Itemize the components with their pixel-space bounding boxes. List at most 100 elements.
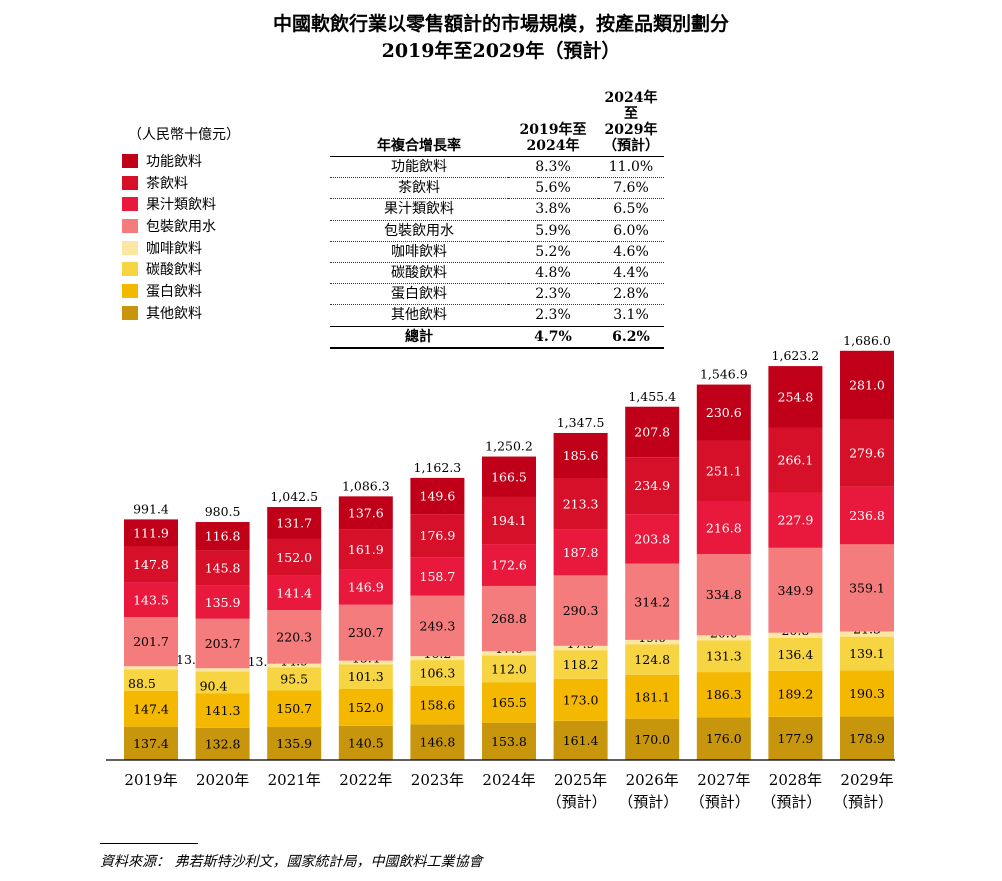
segment-value-label: 176.0 xyxy=(706,731,742,746)
cagr-table-row: 茶飲料 5.6% 7.6% xyxy=(330,177,664,200)
cagr-table-row: 蛋白飲料 2.3% 2.8% xyxy=(330,283,664,306)
segment-value-label: 152.0 xyxy=(348,700,384,715)
segment-value-label: 140.5 xyxy=(348,735,384,750)
segment-value-label: 349.9 xyxy=(778,583,814,598)
segment-value-label: 266.1 xyxy=(778,453,814,468)
legend-label: 蛋白飲料 xyxy=(146,283,202,300)
segment-value-label: 172.6 xyxy=(491,558,527,573)
cagr-cell-category: 果汁類飲料 xyxy=(330,198,508,221)
segment-value-label: 178.9 xyxy=(849,731,885,746)
bar-segment xyxy=(840,486,894,545)
segment-value-label: 290.3 xyxy=(563,603,599,618)
segment-value-label: 201.7 xyxy=(133,634,169,649)
bar-segment xyxy=(482,655,536,683)
segment-value-label: 190.3 xyxy=(849,686,885,701)
cagr-table-row: 其他飲料 2.3% 3.1% xyxy=(330,304,664,327)
bar-segment xyxy=(625,457,680,515)
bar-segment xyxy=(625,406,680,458)
segment-value-label: 158.7 xyxy=(420,569,456,584)
bar-segment xyxy=(553,650,608,679)
cagr-cell-2019-2024: 5.9% xyxy=(508,220,598,242)
cagr-cell-2019-2024: 5.2% xyxy=(508,241,598,263)
segment-value-label: 230.6 xyxy=(706,405,742,420)
x-tick-label: （預計） xyxy=(547,793,607,811)
legend-swatch xyxy=(122,283,138,298)
legend-item: 包裝飲用水 xyxy=(122,215,216,237)
legend-label: 果汁類飲料 xyxy=(146,197,216,214)
cagr-table-header: 年複合增長率 2019年至 2024年 2024年至 2029年 （預計） xyxy=(330,88,664,157)
bar-segment xyxy=(195,522,250,551)
bar-total-label: 1,086.3 xyxy=(342,478,390,493)
bar-segment xyxy=(696,554,751,636)
cagr-cell-2019-2024: 3.8% xyxy=(508,198,598,221)
bar-segment xyxy=(124,666,178,670)
bar-segment xyxy=(410,660,465,686)
unit-label: （人民幣十億元） xyxy=(128,127,240,143)
cagr-cell-2024-2029: 6.5% xyxy=(598,198,664,221)
bar-segment xyxy=(625,563,680,640)
bar-segment xyxy=(482,585,536,652)
bar-segment xyxy=(482,496,536,545)
bar-segment xyxy=(195,668,250,672)
segment-value-label: 147.8 xyxy=(133,557,169,572)
cagr-table-row: 包裝飲用水 5.9% 6.0% xyxy=(330,220,664,242)
x-tick-label: 2027年 xyxy=(697,771,750,789)
segment-value-label: 189.2 xyxy=(778,686,814,701)
bar-segment xyxy=(124,617,178,667)
bar-total-label: 1,347.5 xyxy=(557,415,605,430)
segment-value-label: 141.3 xyxy=(205,703,241,718)
bar-segment xyxy=(267,538,322,576)
legend-item: 咖啡飲料 xyxy=(122,237,216,259)
segment-value-label: 249.3 xyxy=(420,618,456,633)
segment-value-label: 135.9 xyxy=(276,736,312,751)
segment-value-label: 135.9 xyxy=(205,595,241,610)
bar-segment xyxy=(410,595,465,657)
segment-value-label: 279.6 xyxy=(849,445,885,460)
bar-segment xyxy=(410,557,465,596)
bar-segment xyxy=(553,575,608,646)
legend-swatch xyxy=(122,240,138,255)
cagr-table-total-row: 總計 4.7% 6.2% xyxy=(330,325,664,349)
bar-total-label: 1,546.9 xyxy=(700,367,748,382)
segment-value-label: 146.9 xyxy=(348,579,384,594)
segment-value-label: 203.8 xyxy=(634,531,670,546)
bar-segment xyxy=(553,678,608,721)
bar-segment xyxy=(482,722,536,760)
bar-segment xyxy=(482,544,536,586)
legend-label: 碳酸飲料 xyxy=(146,262,202,279)
bar-segment xyxy=(267,575,322,611)
x-tick-label: 2021年 xyxy=(268,771,321,789)
legend-swatch xyxy=(122,305,138,320)
bar-segment xyxy=(553,432,608,479)
segment-value-label: 161.4 xyxy=(563,733,599,748)
cagr-table-row: 碳酸飲料 4.8% 4.4% xyxy=(330,262,664,285)
bar-segment xyxy=(696,672,751,718)
segment-value-label: 137.4 xyxy=(133,736,169,751)
cagr-cell-2024-2029: 4.4% xyxy=(598,262,664,285)
segment-value-label: 254.8 xyxy=(778,390,814,405)
cagr-cell-category: 茶飲料 xyxy=(330,177,508,200)
bar-segment xyxy=(553,720,608,760)
bar-segment xyxy=(338,496,393,530)
bar-segment xyxy=(696,635,751,641)
bar-segment xyxy=(768,427,823,493)
bar-segment xyxy=(840,670,894,717)
cagr-cell-category: 蛋白飲料 xyxy=(330,283,508,306)
bar-segment xyxy=(768,492,823,548)
bar-segment xyxy=(124,582,178,618)
legend-item: 功能飲料 xyxy=(122,150,216,172)
legend-item: 其他飲料 xyxy=(122,302,216,324)
cagr-cell-2019-2024: 5.6% xyxy=(508,177,598,200)
legend-swatch xyxy=(122,218,138,233)
cagr-cell-category: 包裝飲用水 xyxy=(330,220,508,242)
segment-value-label: 124.8 xyxy=(634,652,670,667)
segment-value-label: 177.9 xyxy=(778,731,814,746)
segment-value-label: 170.0 xyxy=(634,732,670,747)
bar-total-label: 980.5 xyxy=(205,504,241,519)
segment-value-label: 152.0 xyxy=(276,550,312,565)
bar-segment xyxy=(696,501,751,555)
segment-value-label: 118.2 xyxy=(563,657,599,672)
segment-value-label: 314.2 xyxy=(634,594,670,609)
segment-value-label: 203.7 xyxy=(205,636,241,651)
segment-value-label: 153.8 xyxy=(491,734,527,749)
